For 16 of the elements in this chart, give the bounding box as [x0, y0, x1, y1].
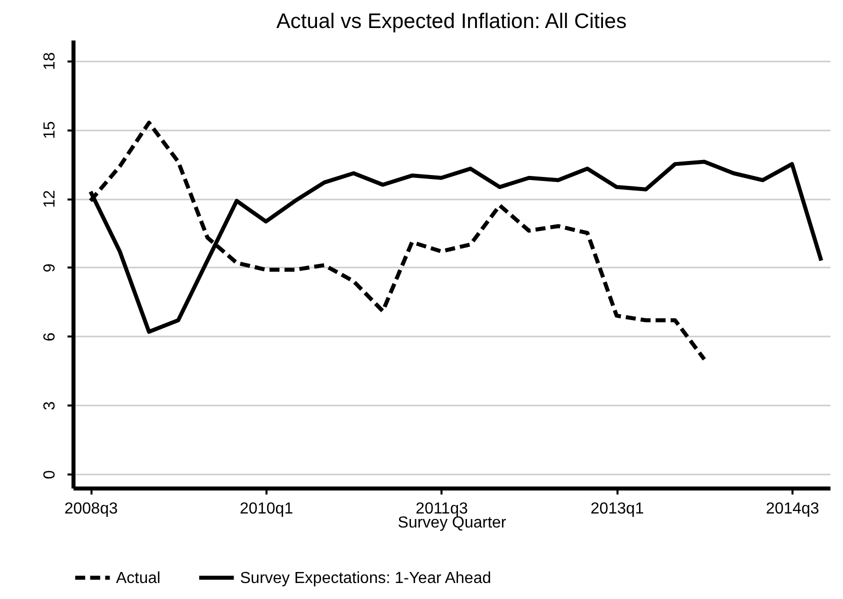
x-tick-label: 2008q3 — [64, 500, 118, 518]
x-tick-label: 2011q3 — [416, 500, 468, 518]
y-tick-label: 3 — [42, 401, 58, 410]
x-tick-label: 2014q3 — [766, 500, 820, 518]
x-axis-title: Survey Quarter — [398, 514, 507, 532]
y-tick-label: 12 — [42, 190, 58, 208]
y-tick-label: 9 — [42, 263, 58, 272]
x-tick-label: 2013q1 — [590, 500, 644, 518]
x-tick-label: 2010q1 — [240, 500, 294, 518]
y-tick-label: 0 — [42, 470, 58, 480]
y-tick-label: 18 — [42, 52, 58, 70]
legend-label: Actual — [116, 570, 160, 587]
legend-label: Survey Expectations: 1-Year Ahead — [240, 570, 492, 587]
y-tick-label: 6 — [42, 332, 58, 342]
y-tick-label: 15 — [42, 121, 58, 139]
chart-title: Actual vs Expected Inflation: All Cities — [276, 10, 627, 33]
